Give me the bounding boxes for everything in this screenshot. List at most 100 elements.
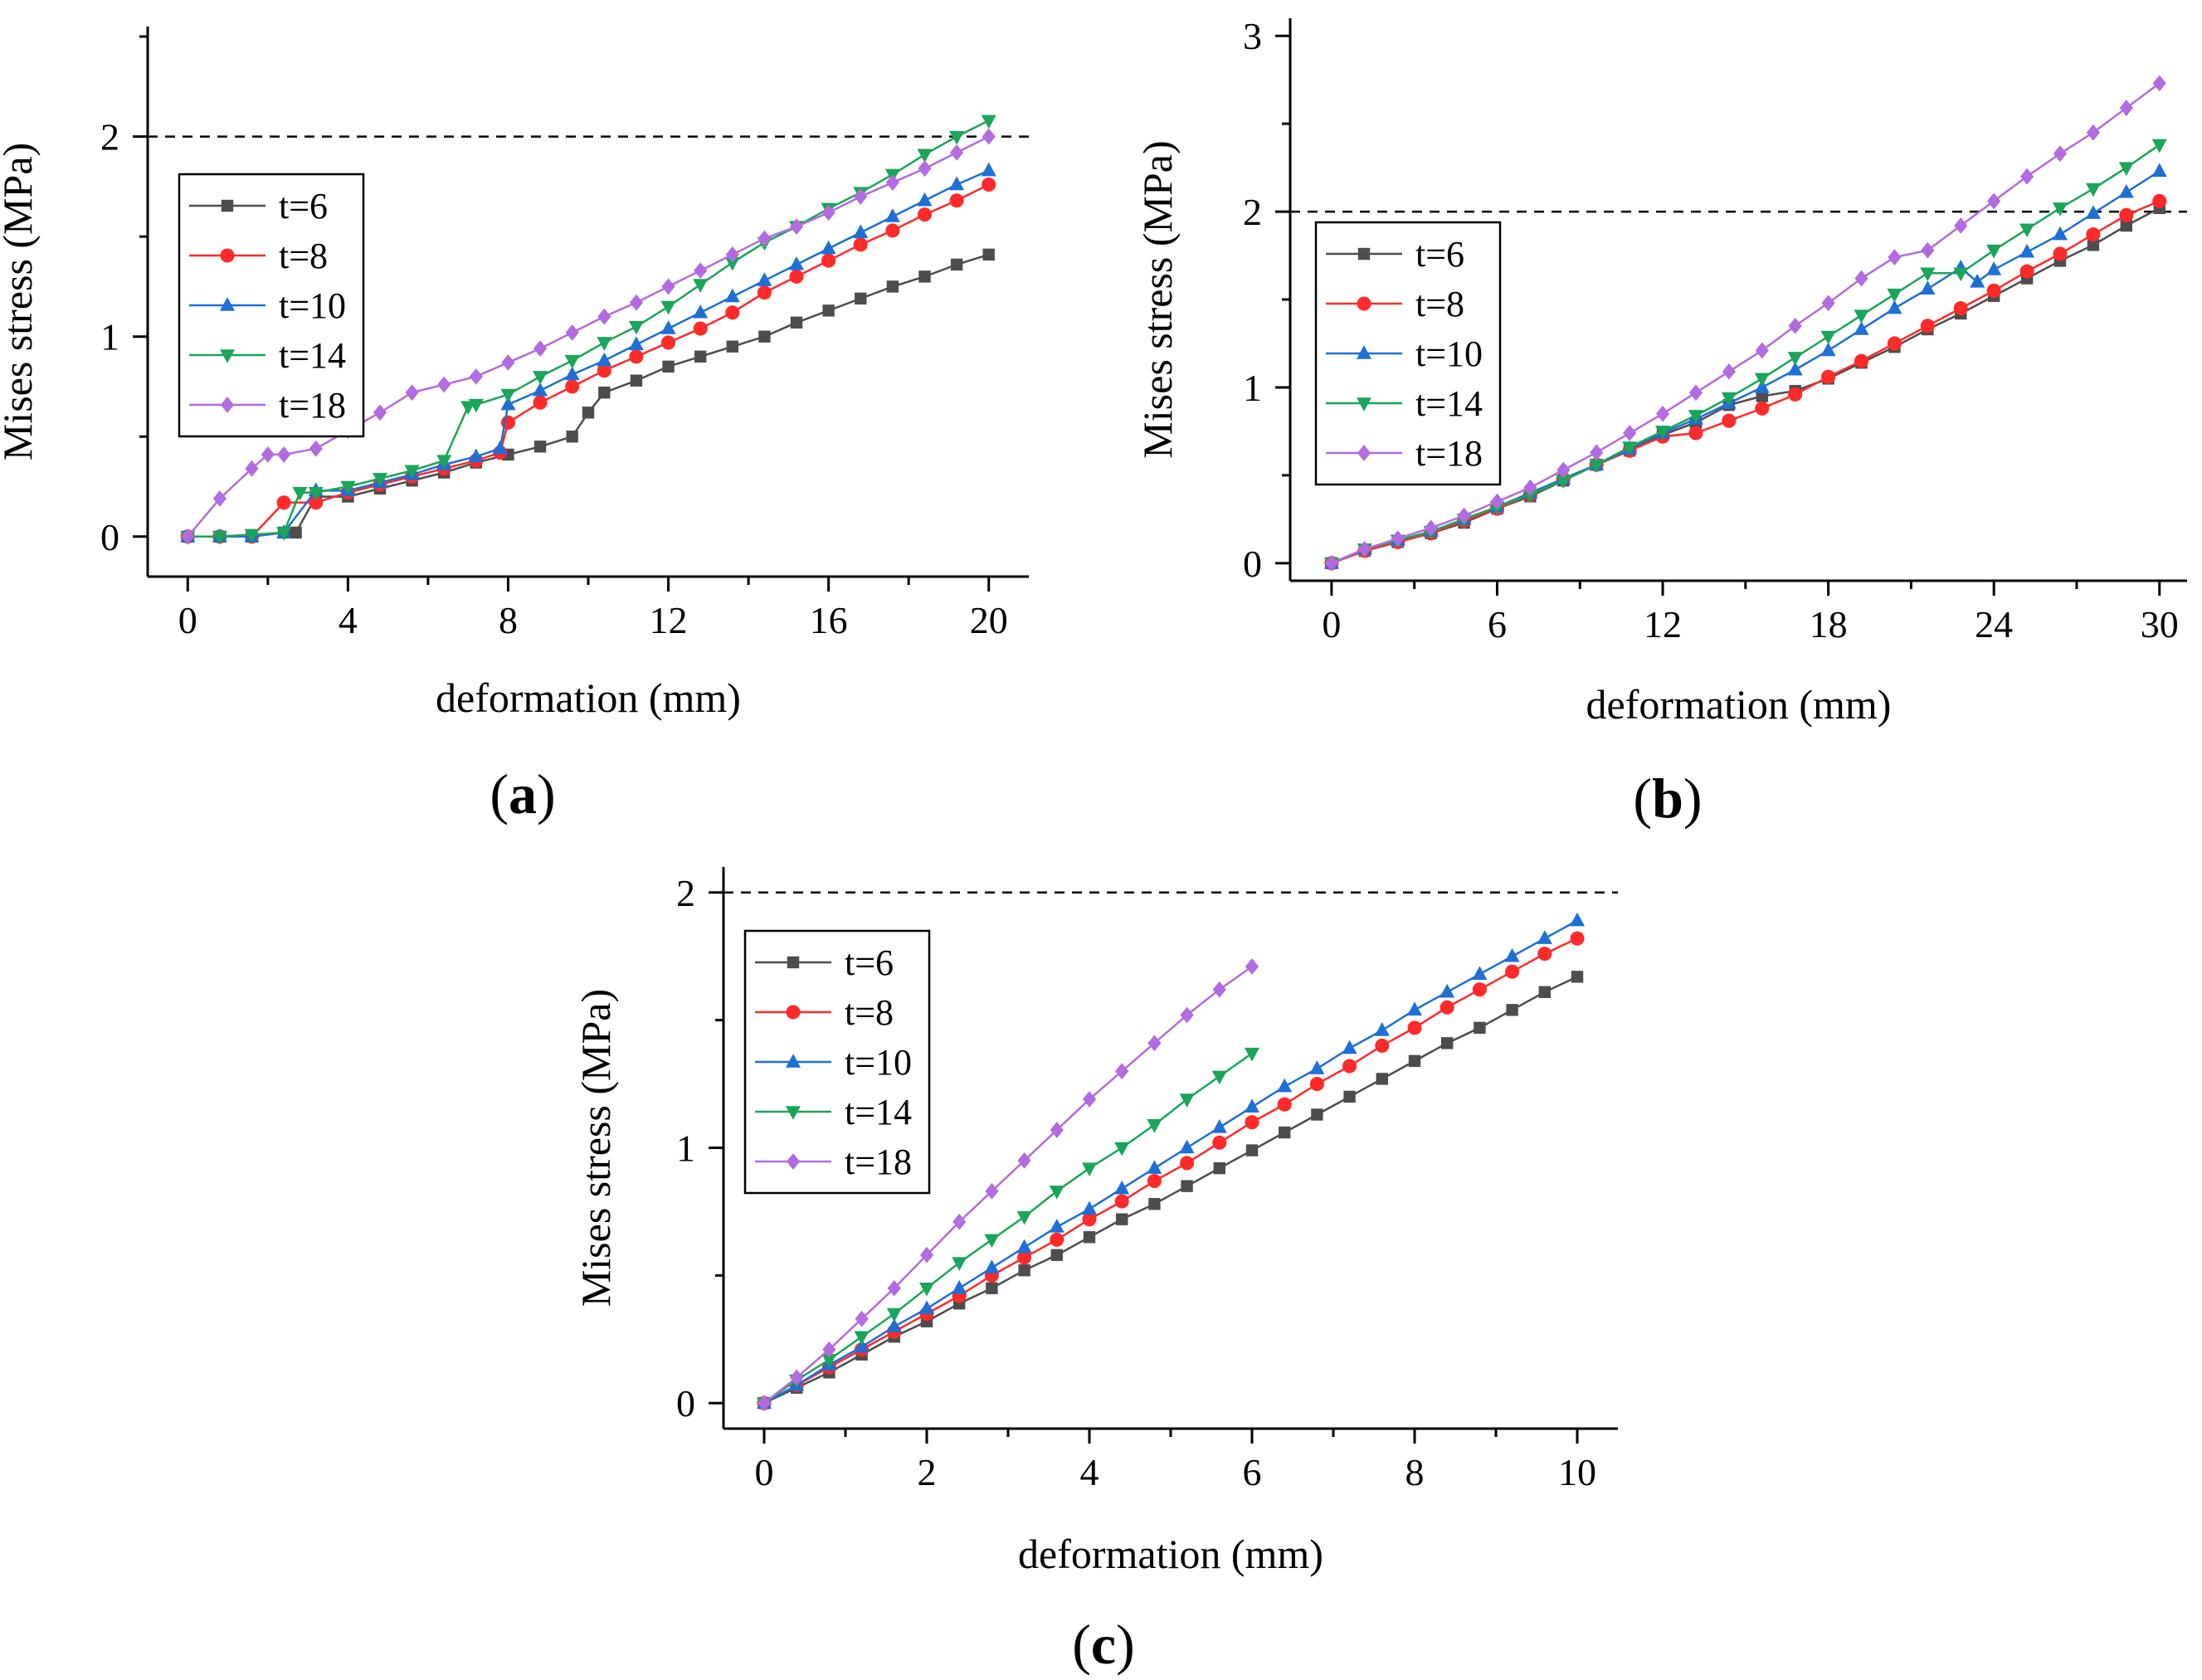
legend-marker [786, 1106, 801, 1120]
data-point [1523, 479, 1537, 496]
data-point [1180, 1006, 1194, 1024]
data-point [1755, 342, 1769, 359]
data-point [597, 352, 612, 367]
panel-label: (a) [490, 762, 555, 825]
panel-label: (b) [1633, 767, 1702, 830]
data-point [1537, 947, 1552, 962]
x-axis-label: deformation (mm) [1586, 681, 1892, 728]
legend-marker [1357, 445, 1371, 461]
y-tick-label: 1 [1243, 367, 1262, 409]
data-point [1537, 930, 1552, 944]
data-point [2019, 243, 2035, 258]
data-point [693, 321, 708, 336]
y-tick-label: 2 [1243, 191, 1262, 233]
data-point [2019, 264, 2034, 279]
data-point [1688, 384, 1703, 402]
data-point [1920, 280, 1936, 295]
data-point [855, 292, 867, 305]
data-point [1114, 1194, 1129, 1209]
data-point [1180, 1156, 1195, 1171]
data-point [1245, 1115, 1259, 1130]
legend-marker [786, 1005, 801, 1020]
data-point [2118, 183, 2134, 198]
data-point [1622, 441, 1638, 455]
data-point [1147, 1160, 1162, 1174]
data-point [1179, 1139, 1195, 1154]
data-point [1115, 1063, 1129, 1080]
data-point [724, 256, 740, 271]
data-point [917, 207, 933, 222]
data-point [1522, 489, 1538, 504]
data-point [1754, 373, 1770, 387]
data-point [693, 304, 709, 319]
data-point [1211, 1118, 1227, 1133]
data-point [372, 473, 387, 487]
legend-label: t=18 [1415, 433, 1483, 474]
data-point [660, 300, 676, 315]
data-point [261, 446, 275, 463]
data-point [884, 208, 900, 222]
data-point [276, 527, 292, 541]
data-point [981, 162, 996, 177]
data-point [533, 395, 548, 410]
legend-marker [221, 199, 234, 212]
data-point [2120, 219, 2133, 232]
series-line [188, 119, 990, 538]
data-point [1050, 1232, 1064, 1247]
data-point [373, 404, 387, 421]
data-point [1504, 947, 1520, 962]
data-point [1245, 1144, 1259, 1157]
data-point [1474, 1021, 1486, 1035]
data-point [1440, 1000, 1454, 1015]
y-axis-label: Mises stress (MPa) [0, 143, 41, 460]
data-point [629, 294, 644, 311]
data-point [2151, 139, 2167, 153]
legend-label: t=8 [279, 236, 328, 276]
data-point [2119, 207, 2134, 222]
x-tick-label: 6 [1488, 603, 1507, 645]
data-point [2019, 168, 2034, 185]
data-point [917, 149, 933, 163]
data-point [1147, 1119, 1162, 1133]
data-point [1440, 983, 1455, 998]
data-point [1148, 1198, 1161, 1210]
data-point [854, 188, 868, 205]
legend-label: t=6 [1415, 234, 1464, 275]
data-point [694, 350, 707, 363]
data-point [1722, 363, 1736, 380]
data-point [1570, 912, 1585, 927]
panel-c: 0 2 4 6 8 10 0 1 2 t=6 t=8 t=10 t=14 t=18 deformation … [572, 867, 1618, 1676]
data-point [1623, 425, 1637, 441]
data-point [1049, 1186, 1064, 1200]
data-point [1788, 387, 1803, 402]
legend-marker [1357, 345, 1371, 359]
data-point [565, 324, 579, 341]
data-point [1921, 241, 1935, 259]
legend-label: t=14 [845, 1092, 912, 1132]
x-tick-label: 24 [1975, 603, 2013, 645]
y-axis-label: Mises stress (MPa) [572, 989, 619, 1307]
data-point [789, 218, 804, 235]
data-point [1920, 319, 1935, 334]
data-point [2151, 163, 2167, 178]
data-point [566, 431, 578, 443]
data-point [984, 1234, 1000, 1249]
data-point [340, 480, 356, 495]
data-point [986, 1282, 998, 1294]
data-point [212, 531, 227, 545]
data-point [917, 192, 933, 207]
legend-label: t=10 [279, 285, 346, 326]
data-point [290, 526, 302, 539]
data-point [693, 279, 709, 293]
y-tick-label: 2 [100, 116, 119, 158]
data-point [1722, 413, 1737, 428]
x-tick-label: 12 [1644, 603, 1682, 645]
legend-label: t=18 [279, 385, 346, 426]
legend-marker [787, 956, 800, 969]
panel-b: 0 6 12 18 24 300123t=6t=8t=10t=14t=18deformat… [1134, 15, 2187, 830]
panel-a: 0 4 8 12 16 20012t=6t=8t=10t=14t=18deformatio… [0, 27, 1029, 825]
data-point [952, 1279, 967, 1294]
data-point [886, 1307, 902, 1322]
legend-label: t=14 [279, 335, 346, 376]
series-line [188, 253, 990, 538]
